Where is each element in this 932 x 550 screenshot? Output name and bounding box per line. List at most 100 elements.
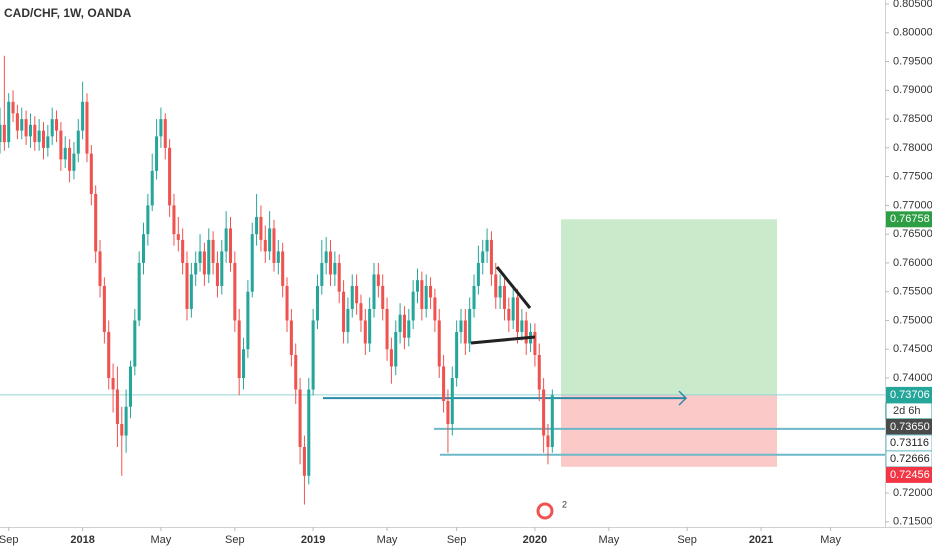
candle-body xyxy=(124,406,128,436)
price-label-bg xyxy=(886,211,932,228)
candle-body xyxy=(141,234,146,263)
price-label: 0.73116 xyxy=(890,437,929,449)
x-tick-label: 2020 xyxy=(523,534,547,546)
candle-body xyxy=(359,303,363,321)
price-label: 0.73650 xyxy=(890,421,930,433)
x-tick-label: May xyxy=(598,534,619,546)
candle-body xyxy=(246,291,250,350)
candle-body xyxy=(385,308,389,350)
candle-body xyxy=(89,153,93,194)
candle-body xyxy=(302,447,306,476)
candle-body xyxy=(472,285,476,309)
price-label-bg xyxy=(886,466,932,483)
candle-body xyxy=(250,234,254,292)
candle-body xyxy=(146,205,150,235)
candle-body xyxy=(98,251,102,286)
candle-body xyxy=(176,234,180,240)
candle-body xyxy=(502,285,506,309)
candle-body xyxy=(485,239,489,252)
candle-body xyxy=(376,274,380,286)
y-tick-label: 0.71500 xyxy=(893,516,932,528)
candle-body xyxy=(15,113,19,131)
candle-body xyxy=(233,262,237,321)
candle-body xyxy=(68,147,72,171)
candle-body xyxy=(276,251,280,263)
candle-body xyxy=(220,251,224,286)
candle-body xyxy=(442,366,446,402)
candle-body xyxy=(255,216,259,235)
candle-body xyxy=(55,119,59,131)
candle-body xyxy=(24,119,28,137)
candle-body xyxy=(198,251,202,263)
candles xyxy=(0,55,554,505)
candle-body xyxy=(294,354,298,390)
x-tick-label: 2018 xyxy=(70,534,94,546)
candle-body xyxy=(289,320,293,355)
candle-body xyxy=(315,285,319,321)
candle-body xyxy=(424,285,428,309)
candle-body xyxy=(259,216,263,240)
candle-body xyxy=(37,130,41,143)
position-stop xyxy=(561,394,777,467)
candle-body xyxy=(11,101,15,114)
candle-body xyxy=(285,285,289,321)
candle-body xyxy=(33,124,37,143)
candle-body xyxy=(337,262,341,292)
candle-body xyxy=(46,136,50,148)
candle-body xyxy=(0,124,2,143)
candle-body xyxy=(163,119,167,148)
y-tick-label: 0.79000 xyxy=(893,84,932,96)
price-label-bg xyxy=(886,386,932,403)
candle-body xyxy=(20,119,24,131)
candle-body xyxy=(189,274,193,309)
candle-body xyxy=(202,251,206,275)
candle-body xyxy=(468,308,472,344)
y-tick-label: 0.74500 xyxy=(893,343,932,355)
y-tick-label: 0.80000 xyxy=(893,27,932,39)
price-label: 0.76758 xyxy=(890,213,930,225)
candle-body xyxy=(507,308,511,321)
candle-body xyxy=(459,320,463,332)
candle-body xyxy=(455,331,459,378)
events-icon[interactable] xyxy=(536,502,554,520)
candle-body xyxy=(494,274,498,298)
y-tick-label: 0.78000 xyxy=(893,142,932,154)
candle-body xyxy=(237,320,241,378)
y-tick-label: 0.75500 xyxy=(893,286,932,298)
candle-body xyxy=(515,297,520,332)
candle-body xyxy=(537,354,541,390)
candle-body xyxy=(85,101,89,154)
candle-body xyxy=(94,193,98,252)
candle-body xyxy=(168,147,172,206)
candle-body xyxy=(63,147,67,160)
candle-body xyxy=(381,285,385,309)
candle-body xyxy=(72,153,76,171)
candle-body xyxy=(328,251,333,275)
candle-body xyxy=(76,130,80,154)
price-label: 0.73706 xyxy=(890,389,930,401)
candle-body xyxy=(355,285,359,304)
candle-body xyxy=(333,262,337,275)
candle-body xyxy=(463,320,467,344)
candle-body xyxy=(546,435,550,448)
candle-body xyxy=(446,401,450,425)
candle-body xyxy=(81,101,85,131)
candle-body xyxy=(50,119,54,137)
candle-body xyxy=(476,262,480,286)
candle-body xyxy=(524,320,528,344)
chart-title: CAD/CHF, 1W, OANDA xyxy=(4,6,132,20)
candle-body xyxy=(185,262,189,309)
candle-body xyxy=(133,320,137,367)
candle-body xyxy=(128,366,132,407)
candle-body xyxy=(155,136,159,171)
y-tick-label: 0.76000 xyxy=(893,257,932,269)
candle-body xyxy=(450,377,454,425)
candle-body xyxy=(542,389,546,436)
candle-body xyxy=(7,101,11,143)
candle-body xyxy=(41,130,46,148)
y-tick-label: 0.74000 xyxy=(893,372,932,384)
y-tick-label: 0.75000 xyxy=(893,314,932,326)
candle-body xyxy=(111,377,115,390)
